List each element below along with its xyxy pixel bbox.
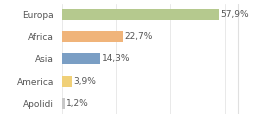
- Bar: [62, 9, 219, 20]
- Bar: [62, 75, 72, 87]
- Text: 3,9%: 3,9%: [74, 77, 96, 86]
- Text: 14,3%: 14,3%: [102, 54, 130, 63]
- Text: 1,2%: 1,2%: [66, 99, 89, 108]
- Text: 22,7%: 22,7%: [125, 32, 153, 41]
- Bar: [62, 31, 123, 42]
- Text: 57,9%: 57,9%: [220, 10, 249, 19]
- Bar: [62, 98, 65, 109]
- Bar: [62, 53, 101, 64]
